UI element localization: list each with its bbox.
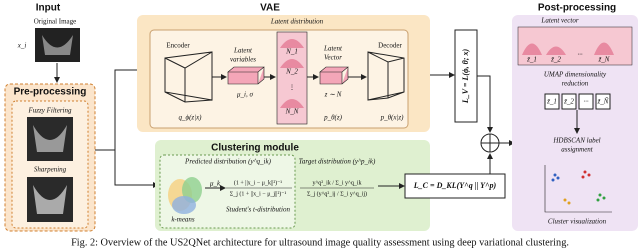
label: Target distribution (y^p_ik) [299, 158, 376, 166]
arrow [477, 75, 493, 133]
label: Cluster visualization [548, 218, 607, 226]
section-title: Pre-processing [14, 87, 87, 98]
loss: L_C = D_KL(Y^q || Y^p) [413, 181, 497, 190]
label: Latent [233, 47, 253, 55]
loss: L_V = L(ϕ, θ; x) [461, 49, 470, 105]
loss-box [404, 173, 506, 199]
cell [544, 93, 560, 110]
label: z̃_Ñ [597, 98, 609, 106]
plus [481, 134, 499, 152]
axes [544, 165, 612, 213]
label: p_θ(x|z) [380, 114, 405, 122]
label: p_θ(z) [323, 114, 342, 122]
label: μ_k [210, 180, 221, 188]
label: Predicted distribution (y^q_ik) [184, 158, 272, 166]
post-box [512, 15, 638, 231]
image [27, 177, 73, 222]
label: ··· [583, 98, 589, 106]
label: variables [230, 56, 256, 64]
label: z̃_1 [546, 98, 557, 106]
cluster [172, 196, 196, 214]
cuboid [227, 66, 265, 85]
formula: y^q²_ik / Σ_i y^q_ik [312, 180, 361, 186]
caption: Fig. 2: Overview of the US2QNet architec… [71, 237, 569, 248]
label: ⋮ [289, 84, 296, 92]
label: Student's t-distribution [226, 206, 290, 214]
label: Encoder [166, 42, 190, 50]
image [27, 117, 73, 161]
image-content [33, 125, 67, 152]
label: Sharpening [34, 166, 67, 174]
label: z̃_1 [526, 56, 537, 64]
label: x_i [17, 42, 27, 50]
label: UMAP dimensionality [544, 71, 607, 79]
cell [595, 93, 611, 110]
label: Latent [323, 45, 343, 53]
label: z̃_2 [563, 98, 574, 106]
encoder-shape [164, 51, 213, 103]
label: z̃_2 [550, 56, 561, 64]
formula: Σ_j (y^q²_ij / Σ_i y^q_ij) [307, 190, 367, 197]
label: Original Image [34, 18, 77, 26]
section-title: Post-processing [538, 3, 616, 14]
label: Fuzzy Filtering [28, 107, 72, 115]
label: Vector [324, 54, 342, 62]
label: z ∼ N [324, 91, 342, 99]
label: z̃_N [598, 56, 610, 64]
label: q_ϕ(z|x) [178, 114, 202, 122]
label: Decoder [378, 42, 402, 50]
section-title: Clustering module [211, 143, 299, 154]
section-title: VAE [260, 3, 280, 14]
image-content [33, 185, 67, 214]
scatter [551, 170, 606, 205]
label: assignment [561, 146, 594, 154]
gaussian [522, 42, 614, 55]
section-title: Input [36, 3, 61, 14]
arrow [114, 150, 159, 188]
label: HDBSCAN label [552, 137, 600, 145]
label: reduction [562, 80, 589, 88]
cell [578, 93, 594, 110]
latent-box [517, 26, 633, 66]
decoder-shape [367, 51, 405, 101]
formula: Σ_j (1 + ||x_i − μ_j||²)⁻¹ [230, 190, 287, 197]
image [35, 28, 80, 62]
label: k-means [171, 216, 195, 224]
label: Latent vector [540, 17, 578, 25]
cell [561, 93, 577, 110]
label: N_1 [285, 48, 298, 56]
label: Latent distribution [270, 18, 324, 26]
label: μ_i, σ [237, 91, 253, 99]
formula: (1 + ||x_i − μ_k||²)⁻¹ [234, 179, 282, 186]
label: ··· [577, 51, 583, 59]
label: N_2 [285, 68, 298, 76]
image-content [42, 35, 73, 55]
cuboid [319, 66, 349, 85]
gaussian [280, 39, 304, 108]
arrow [95, 67, 149, 151]
label: N_N [285, 108, 299, 116]
